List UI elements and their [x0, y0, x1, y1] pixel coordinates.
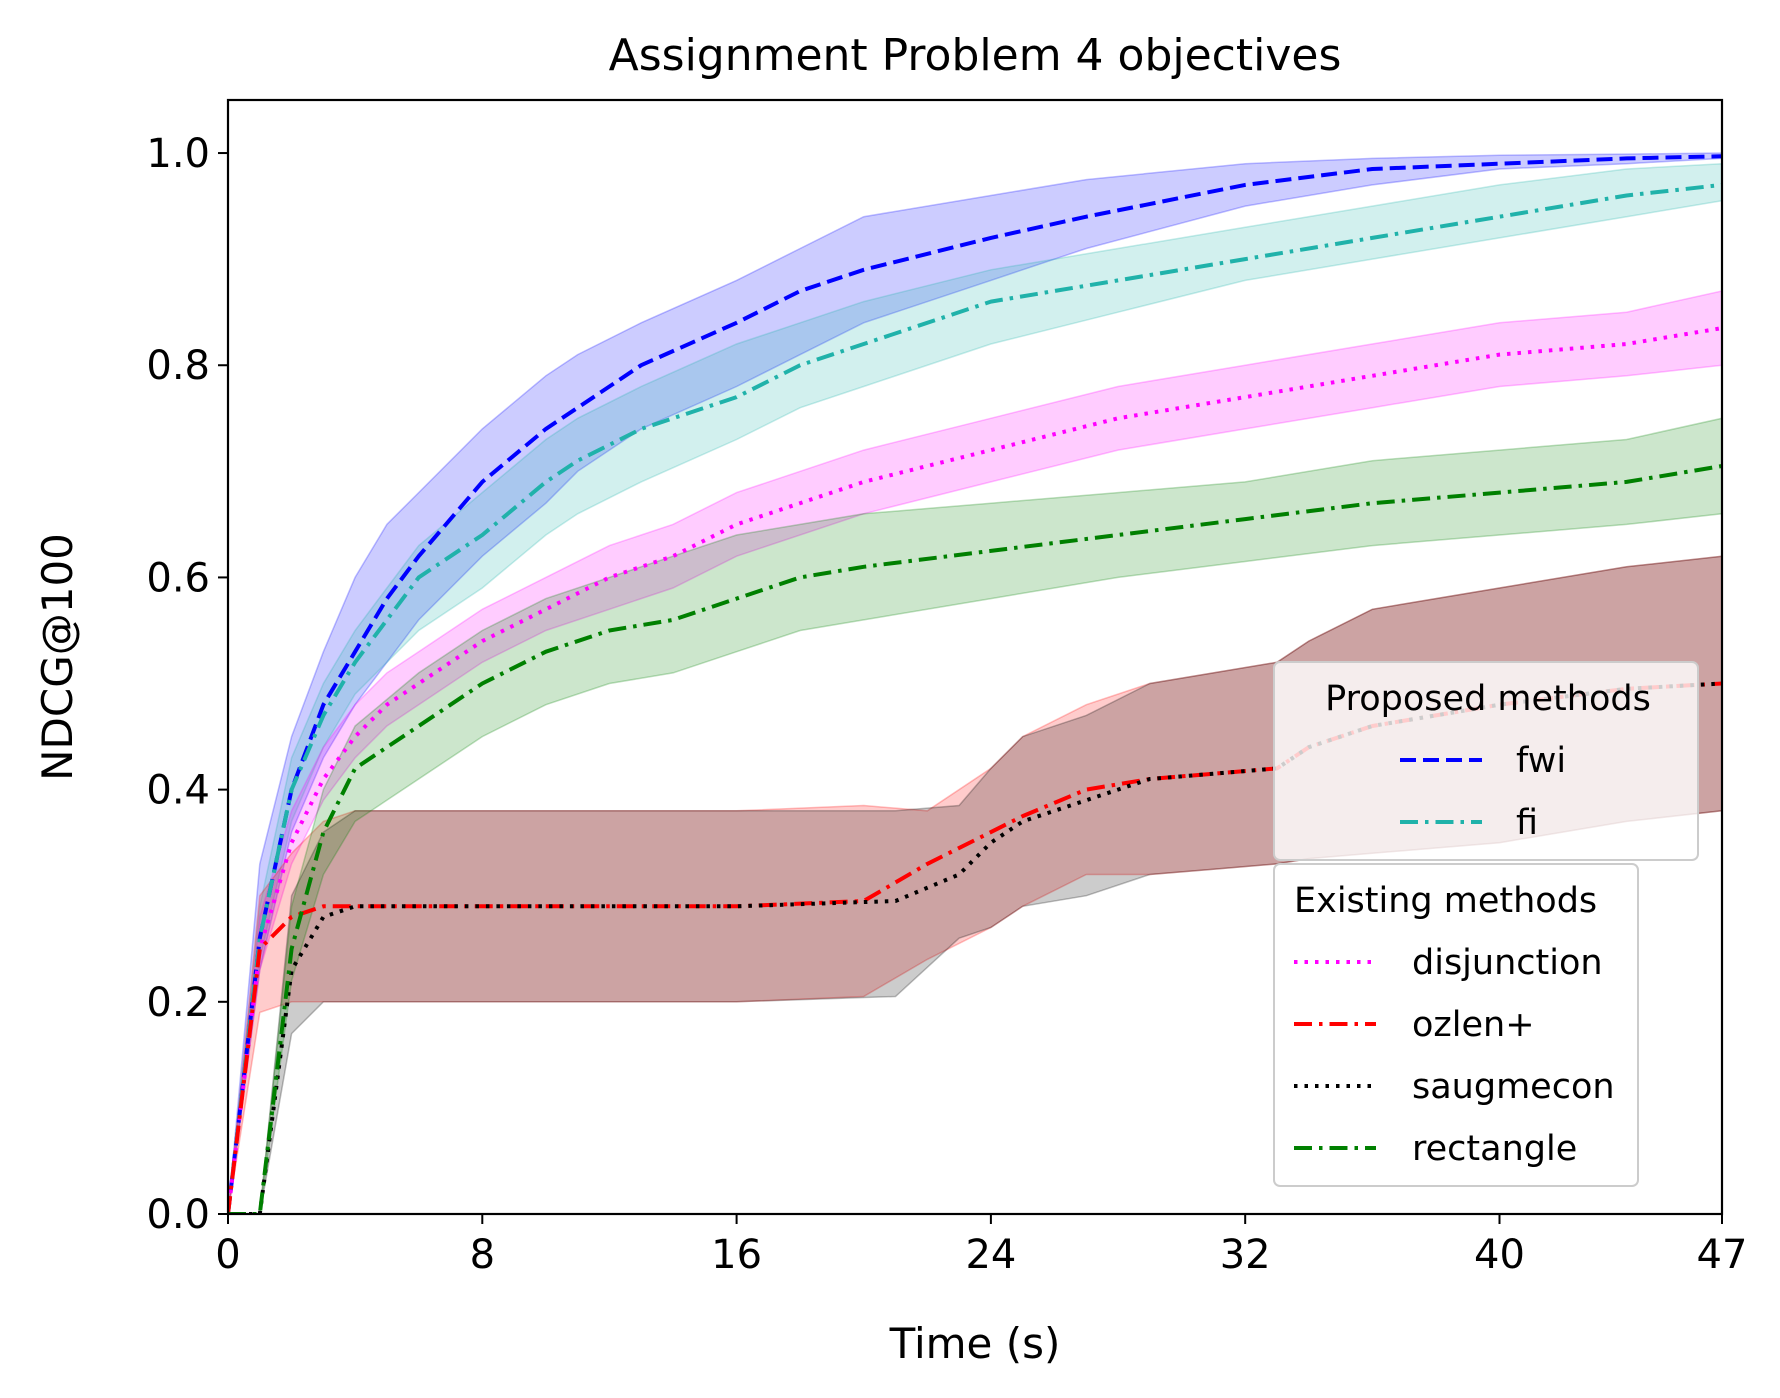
- series-lines: [228, 154, 1722, 1214]
- legend-label-fi: fi: [1516, 803, 1538, 843]
- band-fi: [228, 162, 1722, 1214]
- legend: Proposed methods fwi fi Existing methods dis…: [1273, 661, 1699, 1187]
- legend-label-rectangle: rectangle: [1412, 1129, 1577, 1169]
- x-tick-label: 47: [1697, 1232, 1748, 1278]
- x-axis-title: Time (s): [889, 1319, 1061, 1368]
- x-tick-label: 32: [1220, 1232, 1271, 1278]
- line-fwi: [228, 154, 1722, 1214]
- line-rectangle: [228, 464, 1722, 1214]
- legend-label-saugmecon: saugmecon: [1412, 1067, 1615, 1107]
- y-tick-label: 0.6: [146, 555, 210, 601]
- x-tick-label: 16: [711, 1232, 762, 1278]
- legend-box: [1273, 661, 1699, 861]
- y-tick-label: 0.4: [146, 768, 210, 814]
- x-tick-label: 8: [470, 1232, 495, 1278]
- line-ozlen-: [228, 681, 1722, 1214]
- x-tick-label: 40: [1474, 1232, 1525, 1278]
- legend-group-2: Existing methods disjunction ozlen+ saugmec…: [1273, 863, 1639, 1187]
- legend-title: Existing methods: [1294, 881, 1597, 921]
- legend-title: Proposed methods: [1325, 679, 1651, 719]
- y-tick-label: 0.2: [146, 980, 210, 1026]
- y-axis-ticks: 0.0 0.2 0.4 0.6 0.8 1.0: [146, 131, 228, 1238]
- band-disjunction: [228, 290, 1722, 1214]
- x-tick-label: 0: [215, 1232, 240, 1278]
- x-tick-label: 24: [965, 1232, 1016, 1278]
- chart-title: Assignment Problem 4 objectives: [609, 30, 1342, 81]
- legend-label-ozlen-: ozlen+: [1412, 1005, 1535, 1045]
- y-tick-label: 0.0: [146, 1192, 210, 1238]
- y-tick-label: 1.0: [146, 131, 210, 177]
- legend-box: [1273, 863, 1639, 1187]
- band-fwi: [228, 152, 1722, 1214]
- plot-frame: [226, 98, 1724, 1216]
- band-rectangle: [228, 417, 1722, 1214]
- legend-label-fwi: fwi: [1516, 741, 1566, 781]
- y-tick-label: 0.8: [146, 343, 210, 389]
- legend-label-disjunction: disjunction: [1412, 943, 1603, 983]
- legend-group-1: Proposed methods fwi fi: [1273, 661, 1699, 861]
- y-axis-title: NDCG@100: [33, 533, 82, 781]
- x-axis-ticks: 0 8 16 24 32 40 47: [215, 1214, 1747, 1278]
